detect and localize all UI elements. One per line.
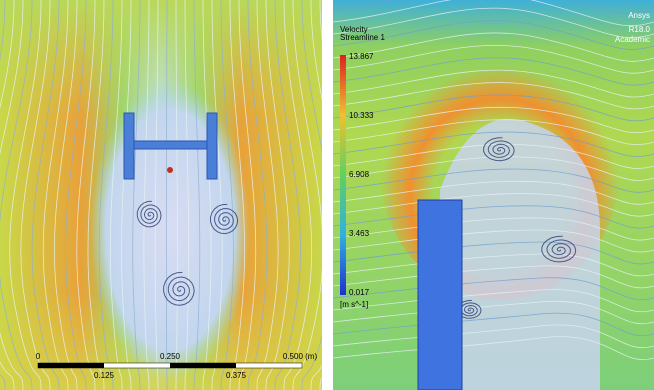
- watermark: R18.0: [629, 25, 651, 34]
- legend-title: Streamline 1: [340, 33, 385, 42]
- scale-label: 0.250: [160, 352, 181, 361]
- legend-unit: [m s^-1]: [340, 300, 368, 309]
- watermark: Academic: [615, 35, 650, 44]
- building-block: [418, 200, 462, 390]
- scale-label: 0.500 (m): [283, 352, 318, 361]
- probe: [167, 167, 173, 173]
- legend-label: 13.867: [349, 52, 374, 61]
- legend-label: 6.908: [349, 170, 370, 179]
- right-panel: Velocity Streamline 1 13.867 10.333 6.90…: [333, 0, 654, 390]
- scale-label: 0: [36, 352, 41, 361]
- cfd-image: 0 0.250 0.500 (m) 0.125 0.375 Velocity S…: [0, 0, 654, 390]
- legend-label: 10.333: [349, 111, 374, 120]
- legend-label: 0.017: [349, 288, 370, 297]
- color-bar: [340, 55, 346, 295]
- watermark: Ansys: [628, 11, 650, 20]
- legend-label: 3.463: [349, 229, 370, 238]
- scale-label: 0.375: [226, 371, 247, 380]
- wake-region: [90, 80, 250, 380]
- scale-label: 0.125: [94, 371, 115, 380]
- left-panel: 0 0.250 0.500 (m) 0.125 0.375: [0, 0, 356, 390]
